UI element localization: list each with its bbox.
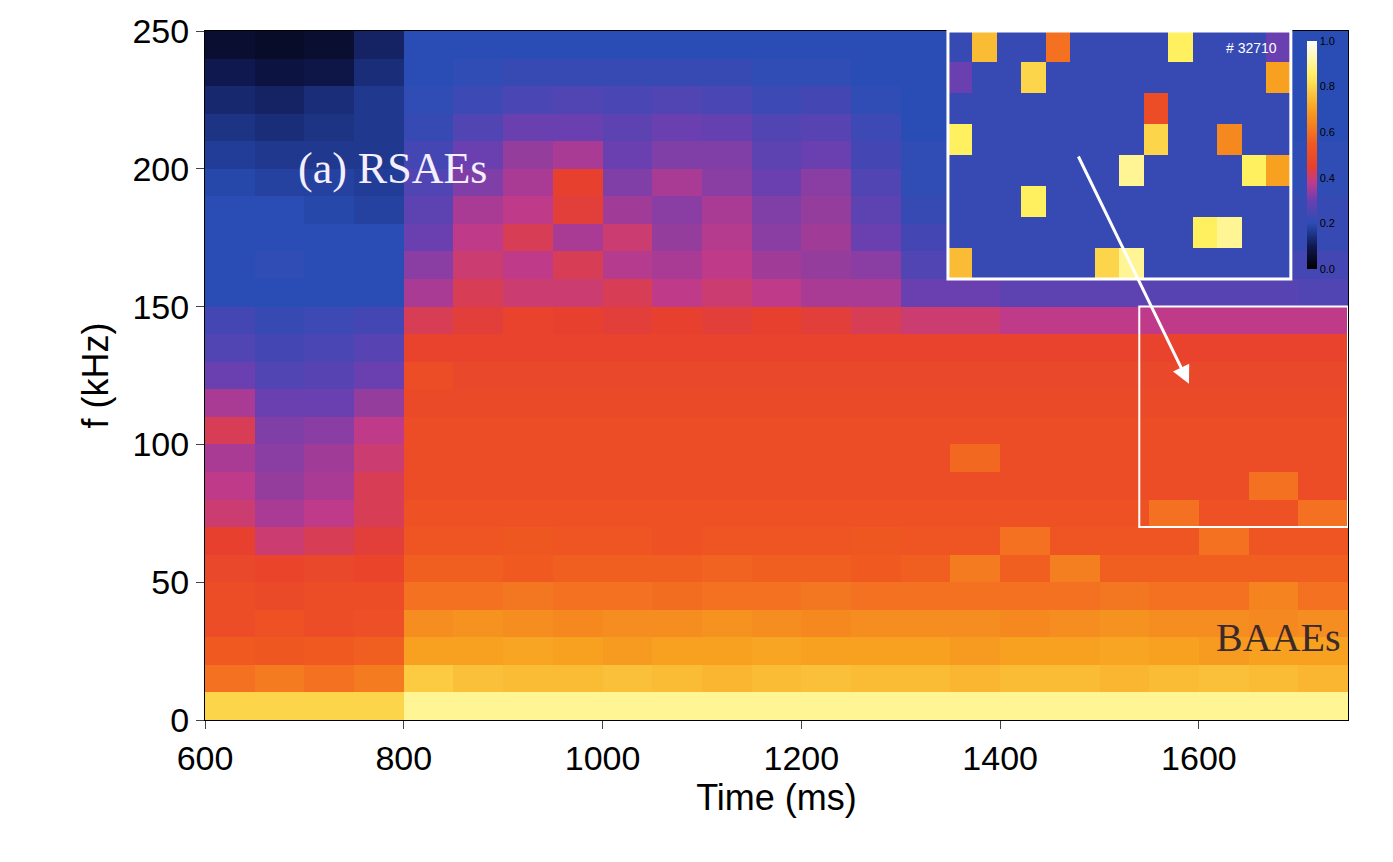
svg-text:BAAEs: BAAEs: [1216, 615, 1340, 660]
svg-text:100: 100: [132, 425, 189, 463]
svg-text:1.0: 1.0: [1320, 35, 1335, 47]
svg-text:800: 800: [375, 739, 432, 777]
svg-text:f (kHz): f (kHz): [75, 323, 116, 429]
svg-text:1200: 1200: [764, 739, 840, 777]
svg-text:150: 150: [132, 288, 189, 326]
svg-text:600: 600: [177, 739, 234, 777]
svg-text:(a) RSAEs: (a) RSAEs: [298, 144, 487, 193]
svg-text:1400: 1400: [962, 739, 1038, 777]
svg-text:250: 250: [132, 12, 189, 50]
svg-text:0: 0: [170, 701, 189, 739]
svg-text:Time (ms): Time (ms): [696, 777, 857, 818]
svg-text:0.4: 0.4: [1320, 172, 1335, 184]
svg-text:0.6: 0.6: [1320, 126, 1335, 138]
svg-text:0.0: 0.0: [1320, 263, 1335, 275]
svg-text:0.2: 0.2: [1320, 217, 1335, 229]
svg-text:50: 50: [151, 563, 189, 601]
svg-text:1600: 1600: [1161, 739, 1237, 777]
svg-text:1000: 1000: [565, 739, 641, 777]
svg-text:200: 200: [132, 150, 189, 188]
svg-text:# 32710: # 32710: [1226, 40, 1277, 56]
svg-text:0.8: 0.8: [1320, 80, 1335, 92]
